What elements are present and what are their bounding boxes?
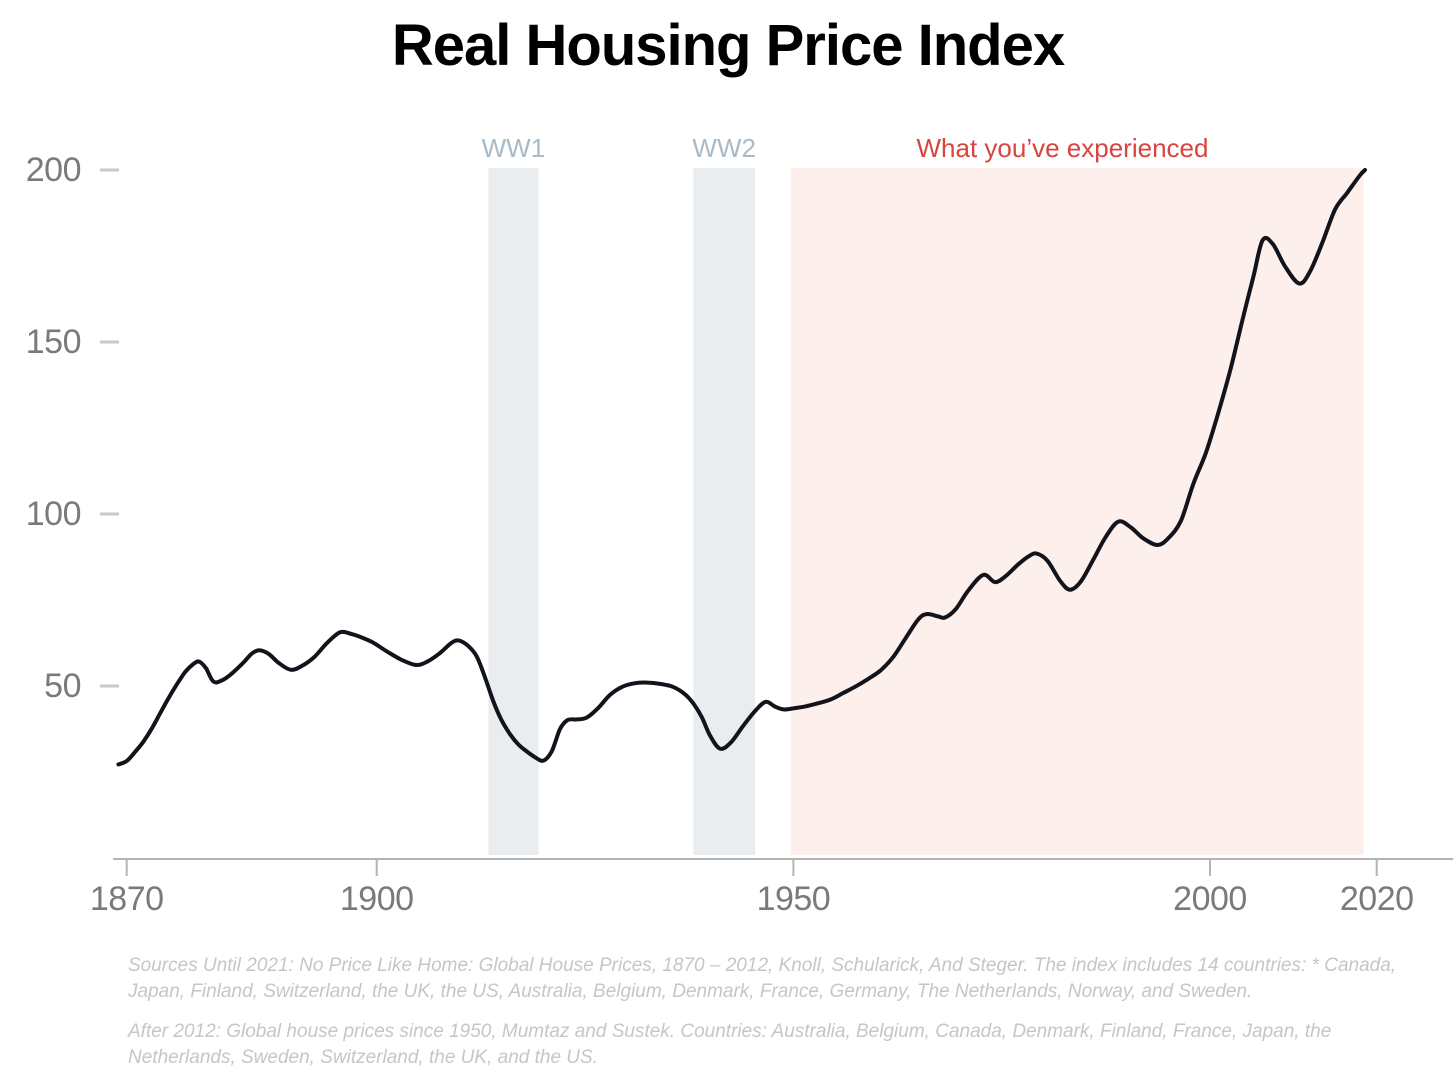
band-ww2: [693, 168, 756, 855]
band-experienced: [790, 168, 1364, 855]
x-axis-tick-label: 1900: [340, 880, 414, 918]
y-axis-tick-label: 150: [26, 323, 81, 361]
page-title: Real Housing Price Index: [391, 13, 1065, 78]
x-axis-tick-label: 2020: [1340, 880, 1414, 918]
annotation-bands: WW1 WW2 What you’ve experienced: [482, 133, 1364, 855]
band-label-ww2: WW2: [692, 133, 756, 163]
source-note-2: After 2012: Global house prices since 19…: [128, 1021, 1332, 1068]
y-axis-tick-label: 100: [26, 495, 81, 533]
x-axis-tick-label: 1950: [757, 880, 831, 918]
y-axis-tick-label: 50: [44, 667, 81, 705]
axes: 1870 1900 1950 2000 2020 50 100 150 200: [26, 151, 1453, 918]
band-label-experienced: What you’ve experienced: [917, 133, 1209, 163]
x-axis-tick-label: 2000: [1173, 880, 1247, 918]
y-axis-tick-label: 200: [26, 151, 81, 189]
band-ww1: [488, 168, 539, 855]
source-notes: Sources Until 2021: No Price Like Home: …: [128, 953, 1416, 1085]
price-line: [116, 168, 1367, 767]
price-series: [116, 168, 1367, 767]
band-label-ww1: WW1: [482, 133, 546, 163]
source-note-1: Sources Until 2021: No Price Like Home: …: [128, 955, 1397, 1002]
x-axis-tick-label: 1870: [90, 880, 164, 918]
